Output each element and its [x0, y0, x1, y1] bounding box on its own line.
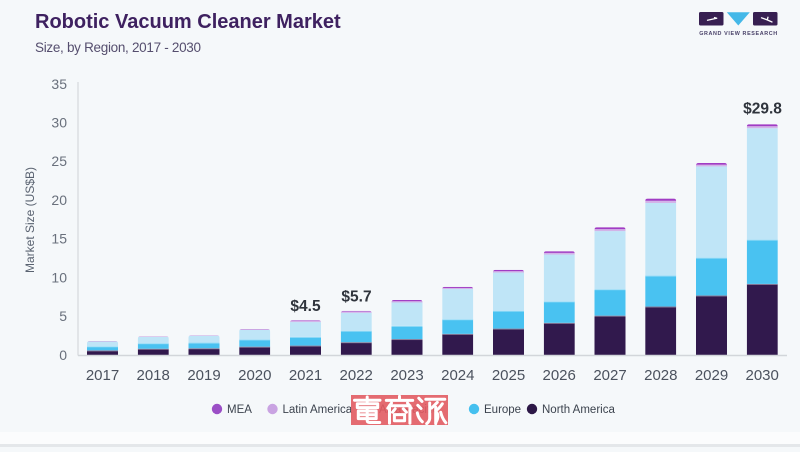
svg-text:Latin America: Latin America — [283, 404, 353, 416]
svg-text:15: 15 — [51, 231, 67, 247]
svg-text:35: 35 — [51, 76, 67, 92]
svg-text:MEA: MEA — [227, 404, 252, 416]
svg-text:2021: 2021 — [289, 367, 322, 384]
svg-text:North America: North America — [542, 404, 615, 416]
svg-text:2025: 2025 — [492, 367, 525, 384]
svg-text:2029: 2029 — [695, 367, 728, 384]
svg-text:$4.5: $4.5 — [290, 298, 321, 315]
svg-text:30: 30 — [51, 115, 67, 131]
svg-text:25: 25 — [51, 153, 67, 169]
svg-text:GRAND VIEW RESEARCH: GRAND VIEW RESEARCH — [699, 31, 778, 37]
svg-text:2020: 2020 — [238, 367, 271, 384]
svg-text:2022: 2022 — [340, 367, 373, 384]
svg-text:$29.8: $29.8 — [743, 101, 782, 118]
svg-text:Market Size (US$B): Market Size (US$B) — [23, 167, 37, 273]
svg-text:2017: 2017 — [86, 367, 119, 384]
svg-text:$5.7: $5.7 — [341, 289, 371, 306]
svg-text:2024: 2024 — [441, 367, 474, 384]
svg-text:20: 20 — [51, 192, 67, 208]
svg-text:Europe: Europe — [484, 404, 521, 416]
svg-text:2028: 2028 — [644, 367, 677, 384]
svg-text:2030: 2030 — [746, 367, 779, 384]
svg-text:2018: 2018 — [137, 367, 170, 384]
svg-text:10: 10 — [51, 269, 67, 285]
svg-text:2019: 2019 — [187, 367, 220, 384]
svg-text:2027: 2027 — [593, 367, 626, 384]
svg-text:5: 5 — [59, 308, 67, 324]
svg-text:0: 0 — [59, 347, 67, 363]
svg-text:2026: 2026 — [543, 367, 576, 384]
svg-text:2023: 2023 — [390, 367, 423, 384]
